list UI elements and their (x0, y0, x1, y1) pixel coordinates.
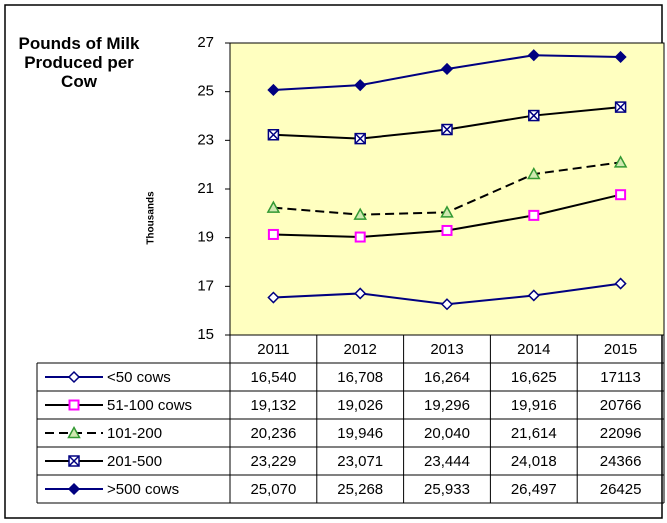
series (266, 155, 628, 220)
marker (440, 298, 454, 311)
marker (440, 62, 454, 76)
marker (613, 155, 628, 168)
marker (267, 291, 280, 304)
y-tick-label: 23 (197, 131, 214, 148)
marker (267, 83, 280, 97)
table-value: 23,229 (250, 453, 296, 470)
table-value: 19,916 (511, 397, 557, 414)
table-value: 19,946 (337, 425, 383, 442)
x-tick-label: 2012 (344, 341, 377, 358)
marker (353, 207, 367, 220)
marker (68, 399, 80, 411)
y-tick-label: 15 (197, 326, 214, 343)
series (267, 277, 627, 311)
table-value: 25,070 (250, 481, 296, 498)
series (267, 49, 627, 97)
marker (354, 79, 367, 92)
marker (354, 287, 367, 300)
marker (266, 200, 281, 213)
y-tick-label: 27 (197, 34, 214, 51)
plot-area (229, 42, 665, 336)
marker (614, 50, 627, 64)
y-tick-label: 25 (197, 83, 214, 100)
marker-cross (441, 123, 453, 136)
marker (441, 224, 453, 236)
chart-title: Pounds of Milk Produced per Cow (18, 34, 140, 91)
table-value: 16,540 (250, 369, 296, 386)
table-value: 21,614 (511, 425, 557, 442)
marker (528, 209, 540, 221)
y-tick-label: 19 (197, 229, 214, 246)
marker (354, 231, 366, 243)
marker (67, 370, 81, 384)
table-value: 22096 (600, 425, 642, 442)
marker (440, 205, 454, 218)
table-value: 19,026 (337, 397, 383, 414)
legend-label: >500 cows (107, 481, 179, 498)
y-tick-label: 17 (197, 277, 214, 294)
legend-label: <50 cows (107, 369, 171, 386)
table-value: 23,444 (424, 453, 470, 470)
marker (527, 289, 540, 302)
y-tick-label: 21 (197, 180, 214, 197)
table-value: 20766 (600, 397, 642, 414)
marker-cross (267, 129, 279, 141)
x-tick-label: 2015 (604, 341, 637, 358)
table-value: 20,236 (250, 425, 296, 442)
table-value: 16,625 (511, 369, 557, 386)
table-value: 16,708 (337, 369, 383, 386)
table-value: 24,018 (511, 453, 557, 470)
marker (67, 482, 81, 496)
table-value: 16,264 (424, 369, 470, 386)
series (267, 101, 627, 145)
table-value: 25,933 (424, 481, 470, 498)
marker (614, 277, 627, 290)
marker (615, 189, 627, 201)
y-axis-label: Thousands (146, 191, 157, 245)
legend-label: 51-100 cows (107, 397, 192, 414)
marker (267, 228, 279, 240)
table-value: 19,296 (424, 397, 470, 414)
marker-cross (354, 133, 366, 145)
marker (67, 425, 81, 439)
series (267, 189, 627, 243)
table-value: 23,071 (337, 453, 383, 470)
legend-label: 201-500 (107, 453, 162, 470)
table-value: 26,497 (511, 481, 557, 498)
marker-cross (528, 110, 540, 122)
marker (527, 49, 540, 62)
marker (527, 167, 541, 180)
table-value: 20,040 (424, 425, 470, 442)
marker-cross (615, 101, 627, 113)
marker-cross (68, 455, 80, 467)
table-value: 19,132 (250, 397, 296, 414)
table-value: 25,268 (337, 481, 383, 498)
table-value: 26425 (600, 481, 642, 498)
table-value: 24366 (600, 453, 642, 470)
x-tick-label: 2014 (517, 341, 550, 358)
legend-label: 101-200 (107, 425, 162, 442)
x-tick-label: 2013 (430, 341, 463, 358)
x-tick-label: 2011 (257, 341, 289, 358)
table-value: 17113 (600, 369, 641, 386)
